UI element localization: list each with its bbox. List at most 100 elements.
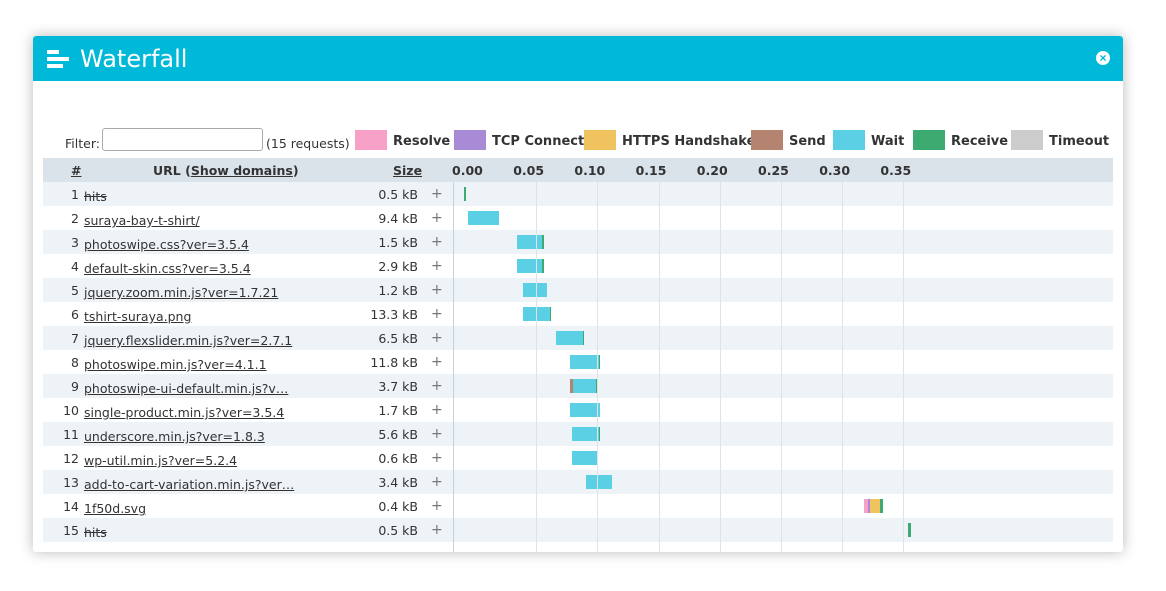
table-row[interactable]: 2 suraya-bay-t-shirt/9.4 kB + <box>43 206 1113 230</box>
row-number: 6 <box>71 307 79 322</box>
axis-tick: 0.35 <box>880 163 912 178</box>
expand-icon[interactable]: + <box>431 234 443 250</box>
timing-bar-wait[interactable] <box>555 331 583 345</box>
expand-icon[interactable]: + <box>431 186 443 202</box>
row-timeline <box>453 446 1113 470</box>
row-url-link[interactable]: jquery.flexslider.min.js?ver=2.7.1 <box>84 333 293 348</box>
waterfall-panel: Waterfall × Filter: (15 requests) Resolv… <box>33 36 1123 552</box>
timing-bar-wait[interactable] <box>516 235 543 249</box>
table-row[interactable]: 15 hits 0.5 kB + <box>43 518 1113 542</box>
expand-icon[interactable]: + <box>431 474 443 490</box>
axis-tick: 0.20 <box>696 163 728 178</box>
timing-bar-wait[interactable] <box>571 451 598 465</box>
expand-icon[interactable]: + <box>431 498 443 514</box>
timing-bar-receive[interactable] <box>549 307 552 321</box>
expand-icon[interactable]: + <box>431 378 443 394</box>
row-size: 6.5 kB <box>378 331 418 346</box>
table-row[interactable]: 4 default-skin.css?ver=3.5.4 2.9 kB + <box>43 254 1113 278</box>
row-url-link[interactable]: suraya-bay-t-shirt/ <box>84 213 200 228</box>
timing-bar-receive[interactable] <box>542 235 544 249</box>
table-row[interactable]: 14 1f50d.svg 0.4 kB + <box>43 494 1113 518</box>
expand-icon[interactable]: + <box>431 282 443 298</box>
timing-bar-receive[interactable] <box>908 523 911 537</box>
timing-bar-https[interactable] <box>870 499 881 513</box>
row-number: 13 <box>63 475 79 490</box>
close-icon[interactable]: × <box>1096 51 1110 65</box>
column-number[interactable]: # <box>71 163 82 178</box>
table-row[interactable]: 1 hits 0.5 kB + <box>43 182 1113 206</box>
row-number: 15 <box>63 523 79 538</box>
expand-icon[interactable]: + <box>431 354 443 370</box>
row-url-link[interactable]: photoswipe.min.js?ver=4.1.1 <box>84 357 267 372</box>
timing-bar-wait[interactable] <box>570 403 600 417</box>
expand-icon[interactable]: + <box>431 426 443 442</box>
table-row[interactable]: 8 photoswipe.min.js?ver=4.1.1 11.8 kB + <box>43 350 1113 374</box>
filter-label: Filter: <box>65 136 100 151</box>
timing-bar-wait[interactable] <box>467 211 500 225</box>
row-url-link[interactable]: hits <box>84 525 107 540</box>
table-row[interactable]: 3 photoswipe.css?ver=3.5.4 1.5 kB + <box>43 230 1113 254</box>
expand-icon[interactable]: + <box>431 450 443 466</box>
table-row[interactable]: 11 underscore.min.js?ver=1.8.3 5.6 kB + <box>43 422 1113 446</box>
table-row[interactable]: 9 photoswipe-ui-default.min.js?v… 3.7 kB + <box>43 374 1113 398</box>
expand-icon[interactable]: + <box>431 330 443 346</box>
row-number: 3 <box>71 235 79 250</box>
expand-icon[interactable]: + <box>431 522 443 538</box>
row-url-link[interactable]: single-product.min.js?ver=3.5.4 <box>84 405 285 420</box>
row-url-link[interactable]: wp-util.min.js?ver=5.2.4 <box>84 453 238 468</box>
panel-header: Waterfall × <box>33 36 1123 81</box>
table-row[interactable]: 6 tshirt-suraya.png 13.3 kB + <box>43 302 1113 326</box>
row-timeline <box>453 206 1113 230</box>
row-url-link[interactable]: photoswipe-ui-default.min.js?v… <box>84 381 289 396</box>
row-timeline <box>453 278 1113 302</box>
timing-bar-receive[interactable] <box>880 499 883 513</box>
row-url-link[interactable]: jquery.zoom.min.js?ver=1.7.21 <box>84 285 279 300</box>
timing-bar-wait[interactable] <box>571 427 599 441</box>
row-url-link[interactable]: tshirt-suraya.png <box>84 309 192 324</box>
row-url-link[interactable]: add-to-cart-variation.min.js?ver… <box>84 477 295 492</box>
row-timeline <box>453 422 1113 446</box>
timing-bar-resolve[interactable] <box>864 499 868 513</box>
expand-icon[interactable]: + <box>431 402 443 418</box>
row-size: 0.6 kB <box>378 451 418 466</box>
timing-bar-wait[interactable] <box>522 283 548 297</box>
legend-label: TCP Connect <box>492 134 585 149</box>
show-domains-link[interactable]: Show domains <box>190 163 293 178</box>
row-size: 1.7 kB <box>378 403 418 418</box>
expand-icon[interactable]: + <box>431 210 443 226</box>
row-url-link[interactable]: hits <box>84 189 107 204</box>
filter-input[interactable] <box>102 128 263 151</box>
timing-bar-receive[interactable] <box>542 259 544 273</box>
timing-bar-receive[interactable] <box>598 355 601 369</box>
table-row[interactable]: 12 wp-util.min.js?ver=5.2.4 0.6 kB + <box>43 446 1113 470</box>
row-size: 0.4 kB <box>378 499 418 514</box>
timing-bar-tcp[interactable] <box>867 499 871 513</box>
row-url-link[interactable]: photoswipe.css?ver=3.5.4 <box>84 237 249 252</box>
row-size: 0.5 kB <box>378 523 418 538</box>
row-url-link[interactable]: 1f50d.svg <box>84 501 147 516</box>
timing-bar-receive[interactable] <box>582 331 585 345</box>
legend-swatch <box>454 130 486 150</box>
timing-bar-send[interactable] <box>570 379 573 393</box>
row-timeline <box>453 494 1113 518</box>
timing-bar-receive[interactable] <box>464 187 466 201</box>
table-row[interactable]: 13 add-to-cart-variation.min.js?ver… 3.4 k… <box>43 470 1113 494</box>
row-url-link[interactable]: underscore.min.js?ver=1.8.3 <box>84 429 265 444</box>
axis-tick: 0.00 <box>452 163 483 178</box>
timing-bar-wait[interactable] <box>570 355 599 369</box>
legend-label: Wait <box>871 134 905 149</box>
expand-icon[interactable]: + <box>431 306 443 322</box>
timing-bar-wait[interactable] <box>516 259 543 273</box>
timing-bar-wait[interactable] <box>586 475 613 489</box>
column-size[interactable]: Size <box>393 163 423 178</box>
row-number: 7 <box>71 331 79 346</box>
expand-icon[interactable]: + <box>431 258 443 274</box>
row-url-link[interactable]: default-skin.css?ver=3.5.4 <box>84 261 251 276</box>
table-row[interactable]: 5 jquery.zoom.min.js?ver=1.7.21 1.2 kB + <box>43 278 1113 302</box>
table-row[interactable]: 10 single-product.min.js?ver=3.5.4 1.7 kB + <box>43 398 1113 422</box>
legend-swatch <box>913 130 945 150</box>
timing-bar-receive[interactable] <box>598 427 601 441</box>
timing-bar-wait[interactable] <box>572 379 597 393</box>
table-row[interactable]: 7 jquery.flexslider.min.js?ver=2.7.1 6.5 k… <box>43 326 1113 350</box>
timing-bar-receive[interactable] <box>596 379 598 393</box>
